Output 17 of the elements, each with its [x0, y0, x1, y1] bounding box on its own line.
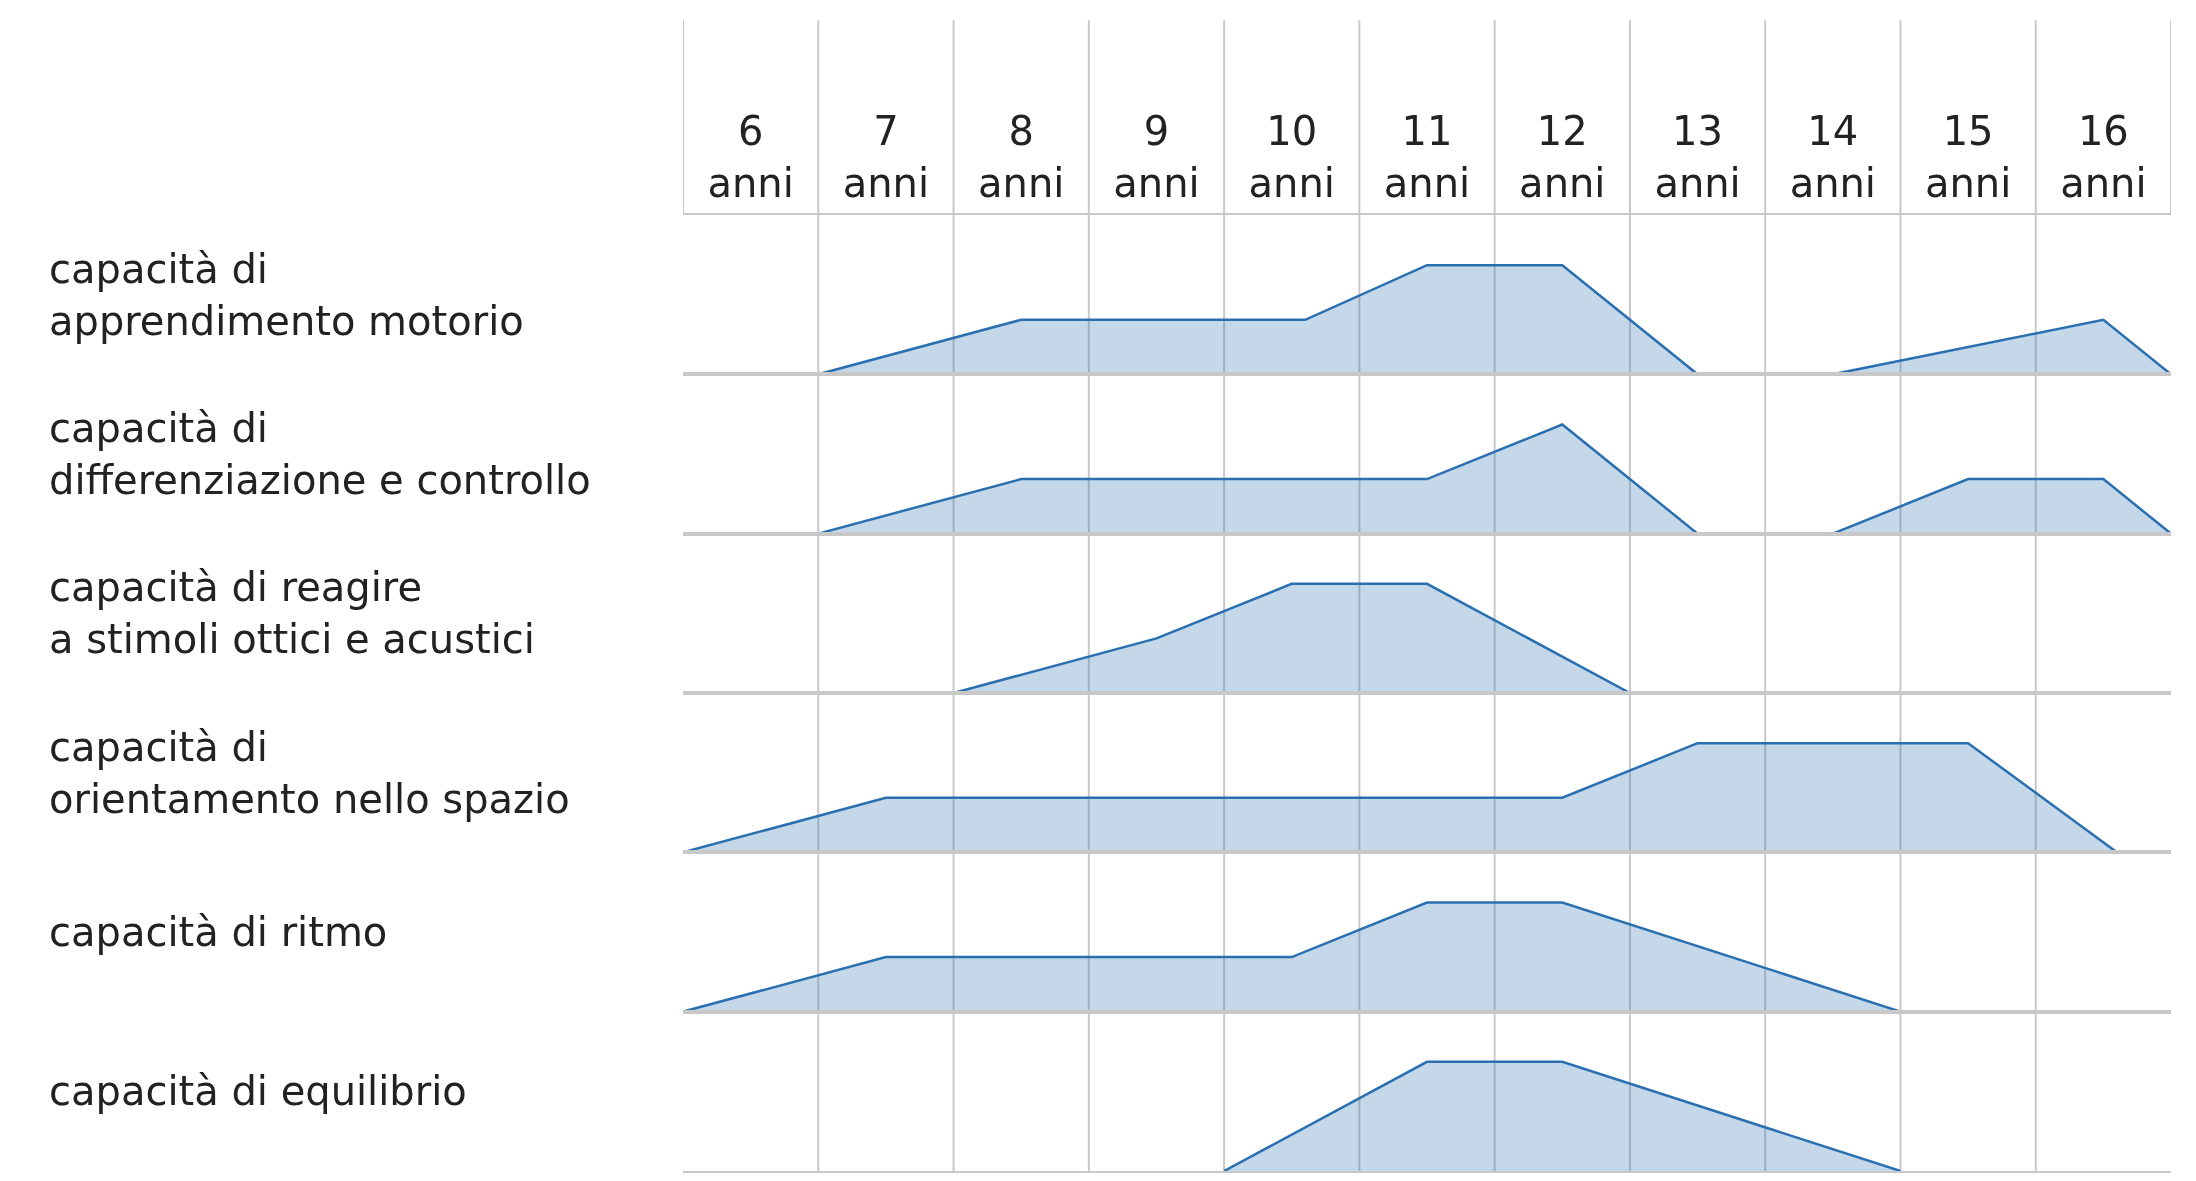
x-tick-label: 12 anni: [1519, 108, 1606, 206]
x-tick-label: 15 anni: [1924, 108, 2012, 206]
x-tick-label: 9 anni: [1113, 108, 1200, 206]
x-tick-label: 13 anni: [1654, 108, 1741, 206]
x-tick-label: 16 anni: [2060, 108, 2147, 206]
x-tick-label: 14 anni: [1789, 108, 1876, 206]
x-tick-label: 7 anni: [842, 108, 930, 206]
y-axis-title: capacità di ritmo: [49, 909, 388, 955]
x-tick-label: 11 anni: [1383, 108, 1471, 206]
y-axis-title: capacità di orientamento nello spazio: [49, 724, 570, 822]
y-axis-title: capacità di equilibrio: [49, 1068, 467, 1114]
x-tick-label: 6 anni: [707, 108, 794, 206]
x-tick-label: 8 anni: [978, 108, 1065, 206]
y-axis-title: capacità di apprendimento motorio: [49, 246, 524, 344]
y-axis-title: capacità di reagire a stimoli ottici e acustici: [49, 564, 535, 662]
x-tick-label: 10 anni: [1248, 108, 1335, 206]
y-axis-title: capacità di differenziazione e controllo: [49, 405, 591, 503]
